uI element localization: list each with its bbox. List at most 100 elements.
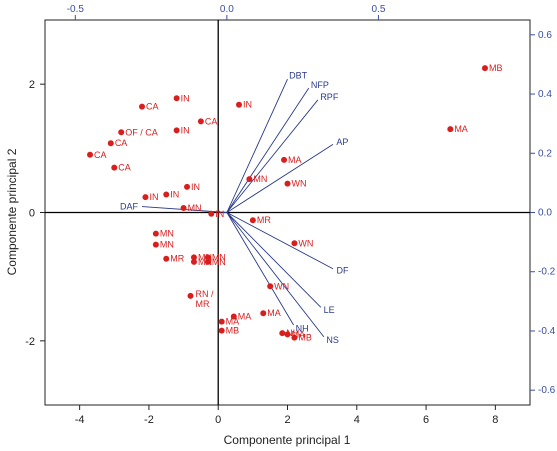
score-point-label: MN — [160, 240, 174, 250]
score-point — [447, 126, 454, 133]
score-point-label: CA — [205, 116, 218, 126]
score-point — [173, 95, 180, 102]
score-point — [260, 310, 267, 317]
score-point — [481, 65, 488, 72]
score-point — [142, 194, 149, 201]
score-point — [249, 217, 256, 224]
score-point-label: CA — [115, 138, 128, 148]
score-point — [284, 180, 291, 187]
x-tick-label: 8 — [492, 414, 498, 426]
origin-lines — [45, 20, 530, 405]
loading-vector-label: DAF — [120, 201, 139, 211]
score-point-label: IN — [181, 93, 190, 103]
score-point — [139, 103, 145, 110]
score-point-label: RN / MR — [196, 289, 214, 309]
loading-vector-line — [226, 212, 334, 270]
y-tick-label: -2 — [25, 336, 35, 348]
score-point-label: IN — [170, 190, 179, 200]
score-point-label: MN — [253, 174, 267, 184]
x-axis-title: Componente principal 1 — [224, 433, 351, 447]
x-tick-label: 0 — [215, 414, 221, 426]
loading-vector-label: NS — [326, 335, 339, 345]
primary-x-axis: -4 -2 0 2 4 6 8 — [75, 405, 498, 426]
score-point-label: MR — [257, 215, 271, 225]
score-point — [107, 140, 114, 147]
score-point-label: MA — [454, 124, 468, 134]
secondary-y-tick-label: -0.6 — [538, 385, 556, 396]
loading-vector-line — [226, 212, 325, 338]
loading-vector-label: RPF — [320, 92, 339, 102]
score-point — [279, 330, 286, 337]
secondary-x-tick-label: 0.5 — [371, 4, 385, 15]
score-point-label: IN — [215, 209, 224, 219]
score-point-label: MN — [188, 203, 202, 213]
secondary-x-axis: -0.5 0.0 0.5 — [67, 4, 386, 20]
score-point — [173, 127, 180, 134]
score-point — [208, 210, 215, 217]
score-point — [184, 183, 191, 190]
loading-vector-label: DBT — [289, 71, 308, 81]
loading-vector-line — [226, 87, 310, 213]
y-axis-title: Componente principal 2 — [5, 148, 19, 275]
secondary-y-tick-label: 0.4 — [538, 89, 552, 100]
score-point-label: OF / CA — [125, 127, 158, 137]
loading-vector-line — [226, 212, 294, 326]
score-point — [180, 205, 187, 212]
x-tick-label: -4 — [75, 414, 85, 426]
x-tick-label: 2 — [284, 414, 290, 426]
score-point-label: IN — [191, 182, 200, 192]
secondary-x-tick-label: -0.5 — [67, 4, 85, 15]
score-point — [291, 240, 298, 247]
secondary-y-tick-label: -0.4 — [538, 326, 556, 337]
loading-vector-label: NFP — [311, 80, 329, 90]
score-point — [111, 164, 118, 171]
score-point — [163, 191, 170, 198]
x-tick-label: 6 — [423, 414, 429, 426]
secondary-y-tick-label: 0.2 — [538, 148, 552, 159]
score-point-label: IN — [149, 192, 158, 202]
x-tick-label: 4 — [354, 414, 360, 426]
score-point — [284, 331, 291, 338]
loading-vector-label: LE — [324, 305, 335, 315]
primary-y-axis: -2 0 2 — [25, 79, 45, 348]
x-tick-label: -2 — [144, 414, 154, 426]
score-point — [204, 258, 211, 265]
score-point-label: IN — [243, 100, 252, 110]
score-point — [152, 230, 159, 237]
secondary-y-tick-label: -0.2 — [538, 267, 556, 278]
score-point — [190, 258, 197, 265]
score-point — [236, 101, 242, 108]
score-point — [246, 176, 253, 183]
score-point-label: MA — [288, 155, 302, 165]
score-point — [204, 254, 211, 261]
y-tick-label: 0 — [29, 208, 35, 220]
score-point-label: WN — [298, 238, 313, 248]
score-point-label: MA — [238, 311, 252, 321]
loading-vector-line — [226, 79, 288, 213]
score-point-label: MR — [170, 254, 184, 264]
loading-vector-label: DF — [337, 266, 349, 276]
y-tick-label: 2 — [29, 79, 35, 91]
score-point-label: WN — [274, 281, 289, 291]
score-point-label: MN — [212, 252, 226, 262]
score-point-label: MA — [267, 308, 281, 318]
score-point-label: MB — [226, 326, 240, 336]
score-point — [190, 254, 197, 261]
score-point — [218, 318, 225, 325]
score-point — [118, 129, 125, 136]
score-point — [163, 255, 170, 262]
score-point — [187, 292, 194, 299]
loading-vector-line — [226, 212, 322, 308]
score-point-label: MN — [212, 257, 226, 267]
score-point — [197, 118, 204, 125]
loading-vector-line — [226, 99, 319, 213]
score-point-label: CA — [94, 150, 107, 160]
score-point — [218, 327, 225, 334]
score-point-label: MB — [489, 63, 503, 73]
score-point-label: MA — [292, 329, 306, 339]
score-point-label: MA — [226, 317, 240, 327]
score-point-label: CA — [146, 102, 159, 112]
